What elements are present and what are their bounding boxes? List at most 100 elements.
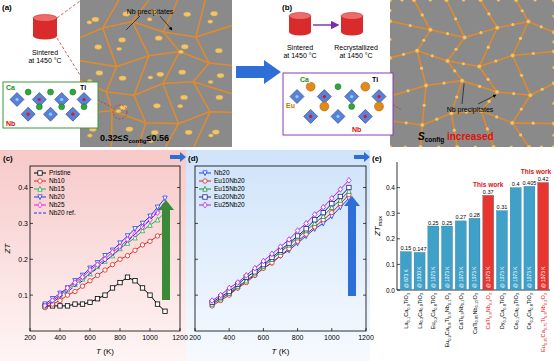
- data-point: [338, 194, 342, 198]
- data-label: 0.42: [538, 176, 549, 182]
- trend-arrow: [344, 196, 360, 296]
- octahedron: [358, 109, 372, 123]
- tick-label: 200: [189, 334, 201, 341]
- data-point: [295, 228, 299, 234]
- plot-area: [210, 177, 351, 308]
- tick: [366, 328, 367, 331]
- precipitate: [528, 93, 532, 97]
- annotation: This work: [473, 181, 504, 188]
- text-part: max: [377, 216, 383, 227]
- precipitate: [533, 0, 536, 2]
- precipitate: [445, 59, 449, 63]
- b-site-atom: [27, 113, 30, 116]
- panel-background: [186, 150, 370, 361]
- tick: [177, 187, 180, 188]
- b-site-atom: [15, 98, 18, 101]
- tick-label: 0.2: [18, 256, 28, 263]
- bar-note: @ 1073 K: [459, 266, 464, 288]
- plot-area: [400, 182, 548, 290]
- octahedron: [331, 109, 345, 123]
- legend-label: Nb10: [49, 177, 65, 184]
- tick: [180, 328, 181, 331]
- precipitate: [479, 31, 482, 34]
- precipitate: [409, 24, 412, 27]
- tick: [195, 328, 196, 331]
- precipitate: [460, 79, 464, 83]
- legend-marker: [203, 195, 207, 199]
- zoom-line: [393, 105, 402, 110]
- data-point: [278, 244, 282, 250]
- tick: [363, 295, 366, 296]
- label: Sinteredat 1450 °C: [283, 44, 316, 59]
- label: Nb precipitates: [127, 8, 174, 16]
- data-point: [65, 285, 69, 291]
- label: 0.32≤Sconfig≤0.56: [100, 133, 169, 144]
- text-part: 3: [502, 292, 507, 295]
- legend-marker: [203, 186, 207, 191]
- a-site-atom: [320, 102, 329, 111]
- bar: [496, 211, 507, 290]
- legend-marker: [38, 195, 42, 200]
- data-label: 0.25: [428, 220, 439, 226]
- y-axis: [397, 162, 398, 290]
- tick: [150, 328, 151, 331]
- bar: [400, 252, 411, 290]
- tick: [60, 328, 61, 331]
- precipitate: [455, 95, 458, 98]
- annotation: This work: [521, 168, 552, 175]
- data-point: [80, 302, 84, 306]
- precipitate: [527, 145, 531, 147]
- text-part: 3: [460, 292, 465, 295]
- a-site-atom: [349, 103, 355, 109]
- category-label: Eu0.25Ca0.75Ti0.8Nb0.2O3: [540, 292, 548, 352]
- legend: PristineNb10Nb15Nb20Nb25Nb20 ref.: [34, 169, 76, 216]
- tick: [177, 295, 180, 296]
- bar-note: @ 1073 K: [513, 266, 518, 288]
- data-label: 0.147: [413, 246, 427, 252]
- bar-note: @ 1000 K: [417, 266, 422, 288]
- tick: [177, 259, 180, 260]
- a-site-atom: [70, 89, 76, 95]
- precipitate: [208, 80, 213, 84]
- precipitate: [514, 0, 518, 2]
- bar-note: @ 1073 K: [500, 266, 505, 288]
- precipitate: [390, 56, 392, 60]
- precipitate: [404, 145, 407, 147]
- tick-label: 200: [24, 334, 36, 341]
- b-site-atom: [323, 95, 326, 98]
- label: (a): [2, 3, 12, 12]
- tick-label: 1000: [142, 334, 158, 341]
- data-point: [210, 298, 214, 304]
- bar-note: @ 1073 K: [445, 266, 450, 288]
- bar-note: @ 1073 K: [486, 266, 491, 288]
- bar-note: @ 1073 K: [431, 266, 436, 288]
- precipitate: [419, 145, 423, 147]
- text-part: Recrystallized: [334, 44, 378, 52]
- data-point: [163, 196, 167, 201]
- data-label: 0.25: [442, 220, 453, 226]
- label: Ca: [300, 76, 309, 83]
- octahedron: [317, 90, 331, 104]
- panel-label: (d): [188, 154, 199, 163]
- legend-label: Nb15: [49, 185, 65, 192]
- data-point: [58, 304, 62, 308]
- b-site-atom: [38, 98, 41, 101]
- octahedron: [304, 109, 318, 123]
- precipitate: [519, 37, 522, 40]
- bar-note: @ 873 K: [404, 268, 409, 288]
- data-point: [155, 302, 159, 306]
- data-point: [287, 237, 291, 243]
- tick: [363, 187, 366, 188]
- data-point: [80, 284, 84, 288]
- b-site-atom: [82, 98, 85, 101]
- flow-arrow: [170, 152, 186, 162]
- series-line: [45, 198, 165, 304]
- category-label: CaTi0.8Nb0.2O3: [485, 292, 493, 329]
- data-point: [103, 268, 107, 272]
- tick-label: 0.1: [18, 292, 28, 299]
- text-part: config: [425, 136, 445, 144]
- bar-note: @ 1073 K: [541, 266, 546, 288]
- pellet: [341, 13, 363, 36]
- b-site-atom: [60, 98, 63, 101]
- text-part: Ce: [513, 322, 519, 329]
